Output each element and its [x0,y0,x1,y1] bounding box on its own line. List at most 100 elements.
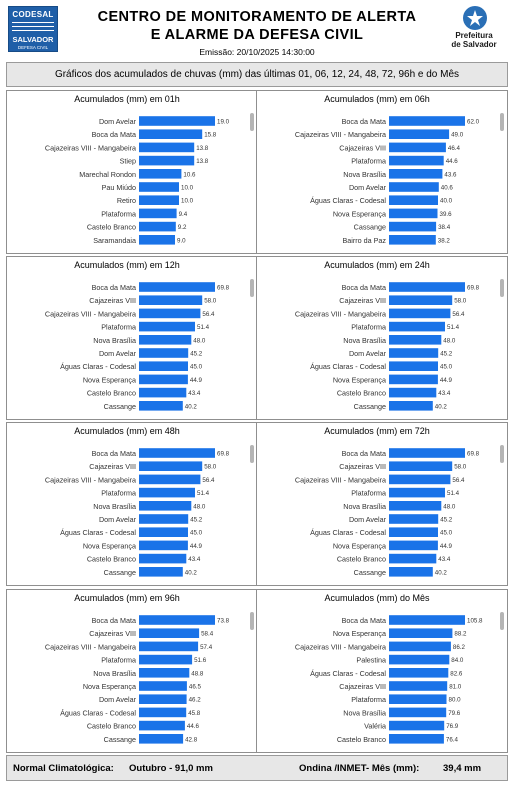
chart-scrollbar[interactable] [499,441,505,581]
value-label: 79.6 [448,710,461,717]
bar [139,514,189,524]
value-label: 69.8 [217,451,230,458]
chart-scrollbar[interactable] [249,608,255,748]
value-label: 45.8 [188,710,201,717]
scrollbar-thumb[interactable] [500,113,504,131]
bar [139,461,203,471]
value-label: 46.2 [189,697,202,704]
value-label: 15.8 [204,132,217,139]
chart-scrollbar[interactable] [249,109,255,249]
category-label: Plataforma [351,695,386,704]
bar [389,694,447,704]
value-label: 45.2 [440,351,453,358]
ondina-inmet-label: Ondina /INMET- Mês (mm): [299,763,420,774]
category-label: Cajazeiras VIII - Mangabeira [45,309,136,318]
value-label: 40.2 [185,403,198,410]
category-label: Nova Brasília [343,502,386,511]
codesal-logo-sub: DEFESA CIVIL [17,45,49,50]
codesal-logo-name: CODESAL [12,10,54,19]
bar [389,182,439,192]
bar [139,527,188,537]
bar [389,668,449,678]
bar [139,208,177,219]
category-label: Plataforma [351,323,386,332]
category-label: Saramandaia [93,236,136,245]
value-label: 80.0 [449,697,462,704]
value-label: 44.9 [190,377,203,384]
bar [389,208,438,219]
category-label: Castelo Branco [87,722,136,731]
value-label: 51.4 [447,490,460,497]
chart-scrollbar[interactable] [249,275,255,415]
category-label: Nova Brasília [93,336,136,345]
bar [389,681,448,691]
category-label: Palestina [356,656,386,665]
value-label: 43.4 [188,390,201,397]
chart-panel-5: Acumulados (mm) em 48h Boca da Mata 69.8 Ca… [6,422,258,586]
value-label: 44.9 [190,543,203,550]
bar [139,142,195,153]
scrollbar-thumb[interactable] [250,612,254,630]
bar [139,374,188,385]
bar [139,155,195,166]
category-label: Cajazeiras VIII - Mangabeira [295,130,386,139]
category-label: Bairro da Paz [342,236,386,245]
bar [139,195,179,205]
value-label: 9.4 [179,211,188,218]
value-label: 43.4 [188,556,201,563]
category-label: Cajazeiras VIII - Mangabeira [45,143,136,152]
value-label: 58.0 [454,464,467,471]
scrollbar-thumb[interactable] [250,279,254,297]
category-label: Nova Brasília [93,502,136,511]
codesal-logo-city: SALVADOR [12,35,54,44]
chart-scrollbar[interactable] [499,275,505,415]
category-label: Águas Claras - Codesal [310,528,386,537]
scrollbar-thumb[interactable] [250,445,254,463]
value-label: 44.6 [187,723,200,730]
chart-panel-3: Acumulados (mm) em 12h Boca da Mata 69.8 Ca… [6,256,258,420]
chart-scrollbar[interactable] [249,441,255,581]
bar [389,461,453,471]
bar-chart: Dom Avelar 19.0 Boca da Mata 15.8 Cajazeiras… [45,116,230,245]
bar [139,654,193,665]
scrollbar-thumb[interactable] [500,279,504,297]
bar-chart: Boca da Mata 73.8 Cajazeiras VIII 58.4 Cajaz… [45,615,230,744]
bar [389,540,438,551]
category-label: Águas Claras - Codesal [60,708,136,717]
category-label: Cajazeiras VIII [339,143,386,152]
bar [389,615,465,625]
value-label: 56.4 [452,311,465,318]
bar [389,295,453,305]
value-label: 58.4 [201,631,214,638]
bar [389,361,438,371]
chart-scrollbar[interactable] [499,109,505,249]
bar-chart: Boca da Mata 105.8 Nova Esperança 88.2 Cajaz… [295,615,483,744]
chart-scrollbar[interactable] [499,608,505,748]
category-label: Castelo Branco [87,555,136,564]
bar [389,308,451,319]
report-header: CODESAL SALVADOR DEFESA CIVIL CENTRO DE … [0,0,514,62]
category-label: Cajazeiras VIII [339,682,386,691]
bar [139,501,192,511]
bar [389,401,433,411]
category-label: Nova Esperança [333,629,386,638]
scrollbar-thumb[interactable] [500,445,504,463]
page-title-line2: E ALARME DA DEFESA CIVIL [150,27,364,43]
category-label: Boca da Mata [342,283,386,292]
category-label: Dom Avelar [349,349,387,358]
value-label: 57.4 [200,644,213,651]
category-label: Castelo Branco [337,389,386,398]
category-label: Boca da Mata [92,283,136,292]
category-label: Cajazeiras VIII - Mangabeira [295,475,386,484]
value-label: 10.0 [181,185,194,192]
category-label: Nova Esperança [83,682,136,691]
bar [389,116,465,126]
value-label: 48.0 [193,337,206,344]
category-label: Plataforma [351,157,386,166]
bar [139,707,187,718]
scrollbar-thumb[interactable] [250,113,254,131]
value-label: 58.0 [204,298,217,305]
scrollbar-thumb[interactable] [500,612,504,630]
bar [389,514,439,524]
category-label: Plataforma [101,209,136,218]
